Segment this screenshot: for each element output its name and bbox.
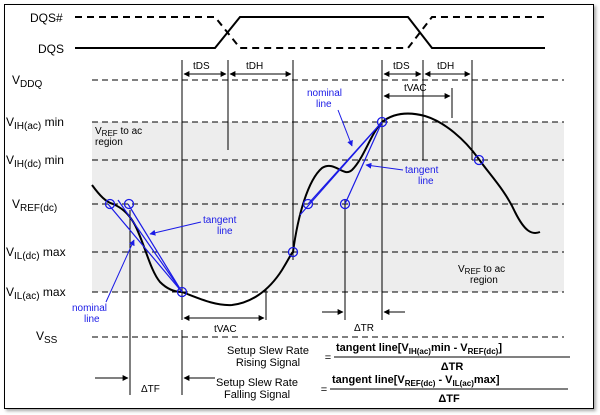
dqs-label: DQS [38, 42, 64, 56]
vddq-label: VDDQ [12, 73, 42, 90]
svg-text:Rising Signal: Rising Signal [236, 357, 300, 369]
tdh-label-2: tDH [437, 61, 454, 72]
svg-text:Setup Slew Rate: Setup Slew Rate [227, 345, 309, 357]
svg-text:Setup Slew Rate: Setup Slew Rate [216, 377, 298, 389]
tdh-label-1: tDH [246, 61, 263, 72]
dqs-waveform [75, 16, 545, 49]
vil-ac-label: VIL(ac) max [6, 285, 66, 302]
vih-dc-label: VIH(dc) min [6, 153, 64, 170]
upper-region-label-line2: region [95, 137, 123, 148]
data-waveform [91, 112, 541, 307]
upper-ac-region [92, 122, 564, 204]
rising-slew-equation: Setup Slew Rate Rising Signal = tangent … [227, 342, 570, 373]
svg-text:=: = [325, 352, 331, 364]
nominal-bottom-label: nominal [72, 303, 107, 314]
tangent-top-label-2: line [418, 176, 434, 187]
tvac-bottom-label: tVAC [214, 324, 237, 335]
delta-tr-label: ΔTR [354, 323, 374, 334]
tangent-bottom-label: tangent [203, 215, 237, 226]
nominal-bottom-arrow [105, 239, 135, 303]
dqs-bar-waveform [75, 16, 545, 49]
svg-text:=: = [321, 384, 327, 396]
lower-ac-region [92, 204, 564, 292]
svg-text:Falling Signal: Falling Signal [224, 389, 290, 401]
falling-slew-equation: Setup Slew Rate Falling Signal = tangent… [216, 374, 568, 405]
lower-region-label-line2: region [470, 275, 498, 286]
svg-text:tangent line[VIH(ac)min - VREF: tangent line[VIH(ac)min - VREF(dc)] [336, 342, 502, 356]
upper-region-label: VREF to ac [95, 126, 142, 138]
lower-region-label: VREF to ac [458, 264, 505, 276]
tds-label-2: tDS [393, 61, 410, 72]
svg-text:ΔTF: ΔTF [438, 393, 460, 405]
nominal-top-arrow [337, 109, 353, 147]
slope-lines [107, 121, 383, 293]
tangent-bottom-arrow [149, 221, 202, 236]
level-lines [92, 79, 564, 338]
svg-text:tangent line[VREF(dc) - VIL(ac: tangent line[VREF(dc) - VIL(ac)max] [332, 374, 500, 388]
dqs-bar-label: DQS# [30, 11, 63, 25]
nominal-top-label: nominal [307, 88, 342, 99]
nominal-top-label-2: line [316, 99, 332, 110]
vref-dc-label: VREF(dc) [12, 197, 57, 214]
tvac-top-label: tVAC [404, 83, 427, 94]
vil-dc-label: VIL(dc) max [6, 245, 66, 262]
vss-label: VSS [36, 329, 58, 346]
vih-ac-label: VIH(ac) min [6, 115, 64, 132]
tangent-top-arrow [365, 162, 404, 171]
tangent-bottom-label-2: line [217, 226, 233, 237]
delta-tf-label: ΔTF [141, 384, 160, 395]
crossing-points [104, 116, 485, 298]
tds-label-1: tDS [193, 61, 210, 72]
tangent-top-label: tangent [405, 165, 439, 176]
svg-text:ΔTR: ΔTR [441, 361, 464, 373]
nominal-bottom-label-2: line [84, 314, 100, 325]
timing-arrows [95, 71, 471, 381]
